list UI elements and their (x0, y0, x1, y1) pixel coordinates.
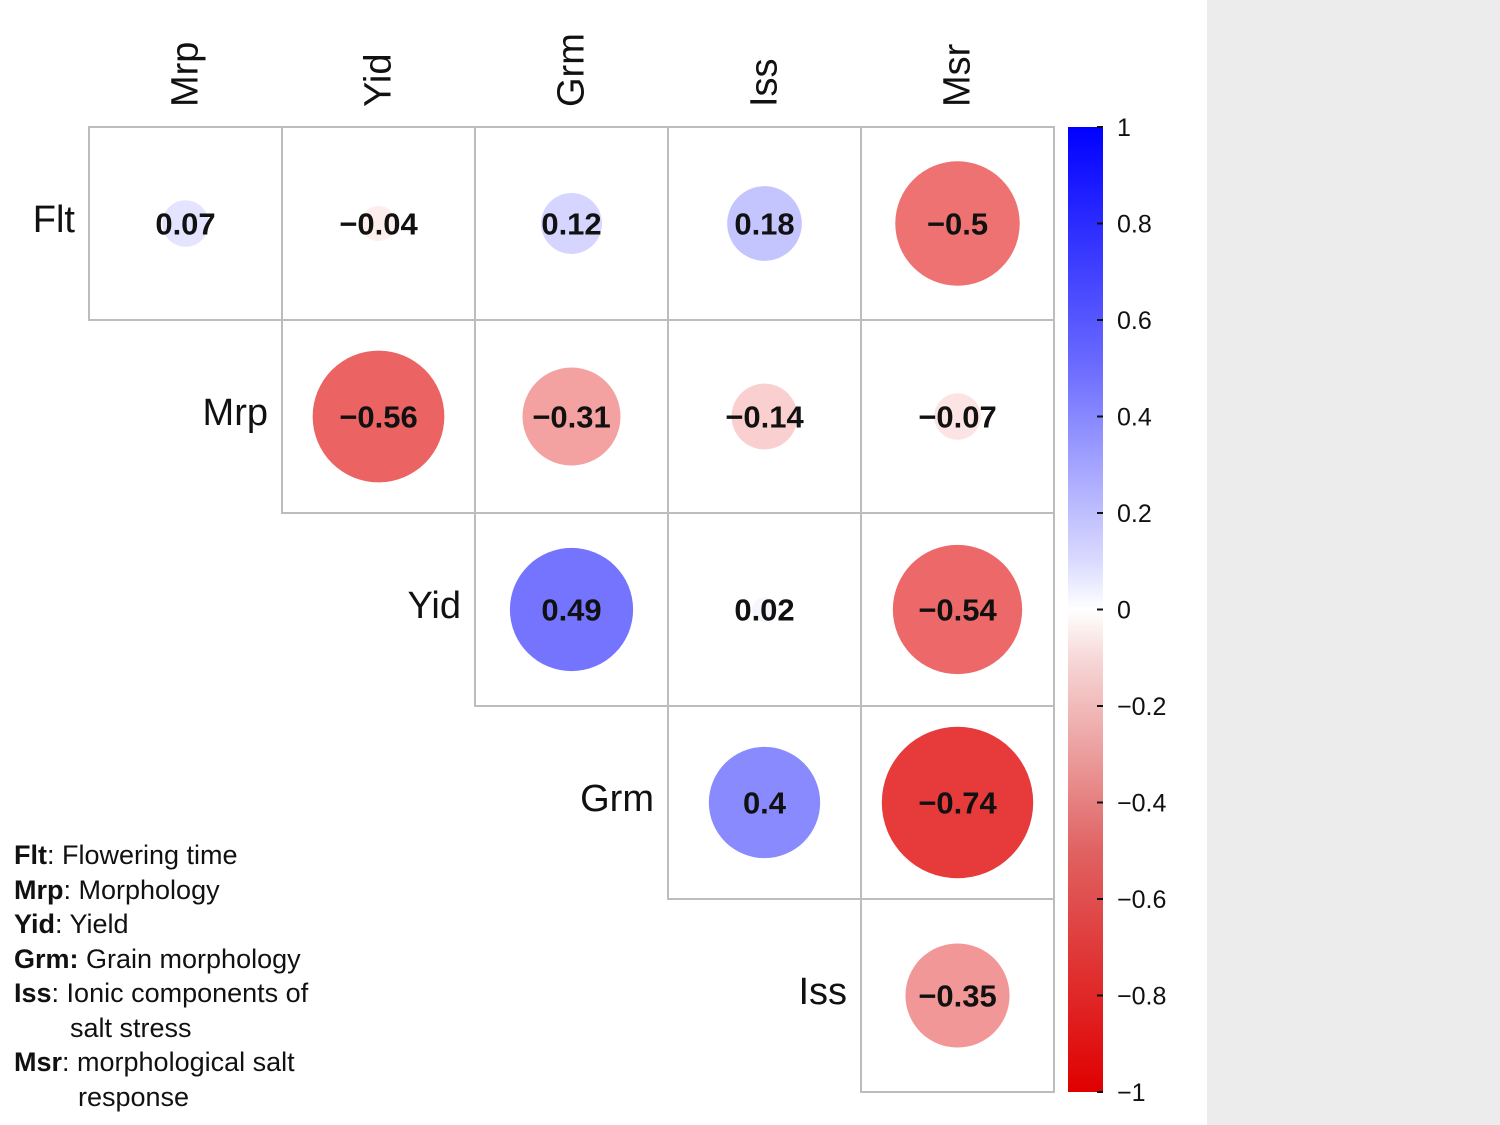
row-label: Mrp (203, 392, 268, 434)
correlation-circle (360, 205, 397, 242)
legend-description-continued: response (78, 1081, 190, 1112)
side-panel (1207, 0, 1500, 1125)
correlation-circle (881, 726, 1034, 879)
legend-description: : Morphology (63, 874, 220, 905)
legend-entry: Mrp: Morphology (14, 873, 374, 908)
correlation-circle (312, 350, 445, 483)
column-label: Iss (744, 58, 786, 107)
row-label: Iss (798, 971, 847, 1013)
grid (88, 126, 1055, 1093)
row-label: Grm (580, 778, 654, 820)
legend-entry: Msr: morphological salt response (14, 1045, 374, 1114)
legend-entry: Yid: Yield (14, 907, 374, 942)
correlation-value: 0.07 (155, 207, 215, 242)
colorbar-tick-label: −0.2 (1117, 693, 1166, 721)
correlation-circle (905, 943, 1010, 1048)
legend-abbreviation: Yid (14, 909, 56, 939)
correlation-circle (541, 193, 602, 254)
legend-description: : Yield (55, 909, 129, 939)
legend-description: : Flowering time (47, 840, 238, 870)
variable-legend: Flt: Flowering time Mrp: Morphology Yid: Y… (14, 838, 374, 1114)
correlation-value: −0.31 (532, 400, 610, 435)
correlation-circle (708, 746, 821, 859)
correlation-value: −0.35 (918, 979, 996, 1014)
legend-abbreviation: Grm: (14, 943, 79, 974)
legend-abbreviation: Msr (14, 1047, 63, 1077)
legend-abbreviation: Mrp (14, 874, 64, 905)
colorbar-tick-label: 0.8 (1117, 211, 1152, 239)
cell-border (860, 898, 1055, 1093)
correlation-value: −0.54 (918, 593, 997, 628)
correlation-circle (895, 161, 1020, 286)
correlation-value: 0.49 (541, 593, 601, 628)
correlation-value: −0.07 (918, 400, 996, 435)
colorbar-tick-label: 0.2 (1117, 500, 1152, 528)
correlation-value: 0.18 (734, 207, 794, 242)
legend-abbreviation: Flt (14, 840, 47, 870)
correlation-value: 0.02 (734, 593, 794, 628)
row-label: Flt (33, 199, 76, 241)
legend-description: : Ionic components of (51, 978, 309, 1008)
correlation-circle (509, 547, 634, 672)
correlation-value: 0.12 (541, 207, 601, 242)
circles (162, 161, 1034, 1048)
legend-description: : morphological salt (62, 1047, 295, 1077)
colorbar-tick-label: 0 (1117, 597, 1131, 625)
colorbar-tick-label: 1 (1117, 114, 1131, 142)
correlation-circle (752, 597, 777, 622)
colorbar-ticks: 1 0.8 0.6 0.4 0.2 0 −0.2 −0.4 −0.6 −0.8 −1 (1097, 114, 1166, 1107)
row-label: Yid (407, 585, 461, 627)
correlation-value: −0.5 (927, 207, 988, 242)
legend-description-continued: salt stress (70, 1012, 192, 1043)
cell-values: 0.07 −0.04 0.12 0.18 −0.5 −0.56 −0.31 −0.14 −0.0… (155, 207, 997, 1014)
correlation-circle (522, 367, 621, 466)
correlation-circle (731, 383, 798, 450)
correlation-circle (162, 200, 209, 247)
legend-entry: Iss: Ionic components of salt stress (14, 976, 374, 1045)
colorbar-tick-label: −0.8 (1117, 983, 1166, 1011)
column-label: Grm (551, 33, 593, 107)
colorbar-tick-label: −0.6 (1117, 886, 1166, 914)
correlation-value: −0.56 (339, 400, 417, 435)
correlation-circle (892, 544, 1023, 675)
correlation-value: 0.4 (743, 786, 787, 821)
colorbar-tick-label: −0.4 (1117, 790, 1166, 818)
correlation-circle (727, 186, 802, 261)
legend-abbreviation: Iss (14, 978, 52, 1008)
column-label: Msr (937, 43, 979, 107)
colorbar-tick-label: −1 (1117, 1079, 1146, 1107)
legend-description: Grain morphology (78, 943, 301, 974)
column-label: Mrp (165, 42, 207, 107)
correlation-plot: 0.07 −0.04 0.12 0.18 −0.5 −0.56 −0.31 −0.14 −0.0… (33, 33, 1167, 1107)
legend-entry: Flt: Flowering time (14, 838, 374, 873)
colorbar: 1 0.8 0.6 0.4 0.2 0 −0.2 −0.4 −0.6 −0.8 −1 (1068, 114, 1166, 1107)
colorbar-tick-label: 0.4 (1117, 404, 1152, 432)
correlation-value: −0.14 (725, 400, 804, 435)
column-label: Yid (358, 53, 400, 107)
correlation-circle (934, 393, 981, 440)
colorbar-tick-label: 0.6 (1117, 307, 1152, 335)
axis-labels: Mrp Yid Grm Iss Msr Flt Mrp Yid Grm Iss (33, 33, 979, 1013)
correlation-value: −0.04 (339, 207, 418, 242)
correlation-value: −0.74 (918, 786, 997, 821)
legend-entry: Grm: Grain morphology (14, 942, 374, 977)
